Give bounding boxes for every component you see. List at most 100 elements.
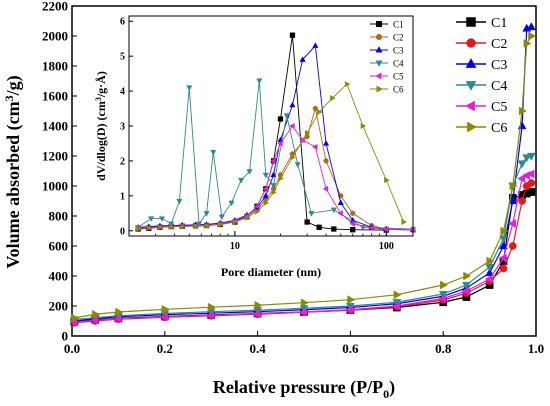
main-point-C3 bbox=[526, 22, 536, 31]
main-point-C2 bbox=[508, 242, 517, 250]
main-point-C2 bbox=[527, 179, 536, 187]
inset-point-C6 bbox=[157, 224, 164, 231]
inset-point-C1 bbox=[331, 226, 337, 232]
inset-x-tick-label: 100 bbox=[379, 241, 394, 252]
main-point-C6 bbox=[518, 106, 527, 116]
inset-point-C5 bbox=[262, 185, 268, 192]
inset-point-C3 bbox=[299, 56, 306, 62]
main-point-C4 bbox=[485, 263, 494, 272]
inset-legend-item-C2: C2 bbox=[370, 33, 404, 43]
inset-point-C6 bbox=[316, 108, 323, 116]
inset-point-C4 bbox=[330, 207, 337, 214]
inset-point-C3 bbox=[337, 199, 344, 205]
main-x-axis-title: Relative pressure (P/P0) bbox=[213, 377, 395, 401]
inset-point-C6 bbox=[180, 223, 186, 230]
main-point-C5 bbox=[159, 312, 168, 322]
main-point-C6 bbox=[71, 313, 80, 323]
inset-legend-item-C5: C5 bbox=[370, 72, 404, 82]
inset-y-tick-label: 1 bbox=[120, 191, 125, 202]
inset-y-tick-label: 0 bbox=[120, 226, 125, 237]
inset-point-C4 bbox=[158, 216, 166, 222]
main-x-tick-label: 0.0 bbox=[64, 341, 80, 356]
inset-y-axis-title: dV/dlog(D) (cm3/g·Å) bbox=[94, 71, 108, 181]
main-legend-marker bbox=[465, 81, 477, 91]
inset-legend-item-C6: C6 bbox=[370, 85, 404, 95]
inset-point-C3 bbox=[322, 140, 330, 146]
main-point-C6 bbox=[393, 290, 402, 300]
main-point-C6 bbox=[208, 302, 217, 312]
inset-point-C4 bbox=[148, 216, 155, 222]
main-point-C4 bbox=[526, 152, 536, 161]
inset-point-C6 bbox=[193, 223, 199, 230]
inset-point-C4 bbox=[238, 177, 245, 184]
inset-point-C1 bbox=[289, 32, 296, 38]
main-point-C6 bbox=[347, 295, 356, 305]
main-point-C4 bbox=[462, 281, 471, 290]
inset-point-C3 bbox=[312, 42, 319, 48]
main-x-tick-label: 0.6 bbox=[342, 341, 359, 356]
main-y-tick-label: 400 bbox=[49, 269, 69, 284]
inset-point-C6 bbox=[263, 199, 270, 206]
inset-point-C6 bbox=[330, 95, 336, 102]
inset-legend-item-C4: C4 bbox=[370, 59, 404, 69]
inset-point-C4 bbox=[228, 200, 235, 207]
main-point-C6 bbox=[486, 256, 495, 266]
main-legend-item-C4: C4 bbox=[456, 79, 507, 94]
inset-point-C4 bbox=[246, 169, 253, 175]
inset-point-C3 bbox=[270, 171, 277, 178]
main-point-C5 bbox=[484, 274, 493, 284]
main-y-axis-title: Volume absorbed (cm3/g) bbox=[2, 75, 24, 268]
inset-point-C5 bbox=[311, 143, 318, 151]
inset-point-C5 bbox=[349, 220, 355, 227]
main-y-tick-label: 1000 bbox=[42, 179, 68, 194]
main-point-C5 bbox=[299, 307, 308, 317]
main-y-tick-label: 2200 bbox=[42, 0, 68, 14]
inset-point-C4 bbox=[308, 211, 315, 217]
inset-point-C3 bbox=[262, 192, 269, 199]
main-legend-label: C2 bbox=[491, 37, 507, 52]
main-y-tick-label: 1600 bbox=[42, 89, 68, 104]
main-point-C6 bbox=[500, 226, 509, 236]
main-y-tick-label: 800 bbox=[49, 209, 69, 224]
main-legend-item-C1: C1 bbox=[456, 16, 507, 31]
main-point-C6 bbox=[523, 39, 532, 48]
main-y-tick-label: 2000 bbox=[42, 29, 68, 44]
main-point-C4 bbox=[438, 290, 448, 299]
inset-point-C5 bbox=[270, 157, 276, 164]
inset-point-C6 bbox=[169, 223, 175, 230]
main-legend-label: C1 bbox=[491, 16, 507, 31]
main-point-C4 bbox=[517, 160, 527, 169]
inset-legend-marker bbox=[376, 85, 383, 93]
inset-point-C6 bbox=[278, 175, 284, 182]
inset-point-C3 bbox=[289, 101, 296, 108]
inset-y-tick-label: 2 bbox=[120, 156, 125, 167]
main-point-C5 bbox=[391, 301, 400, 311]
inset-legend-marker bbox=[375, 33, 383, 41]
main-legend-marker bbox=[465, 58, 477, 68]
main-series-group bbox=[69, 22, 537, 327]
main-point-C4 bbox=[522, 154, 532, 163]
inset-point-C6 bbox=[401, 218, 407, 226]
main-point-C3 bbox=[499, 241, 508, 250]
main-series-C5 bbox=[69, 169, 535, 327]
inset-point-C4 bbox=[195, 221, 203, 228]
main-point-C3 bbox=[517, 121, 527, 130]
main-point-C6 bbox=[463, 271, 472, 281]
inset-point-C5 bbox=[277, 140, 283, 147]
inset-point-C6 bbox=[344, 81, 351, 88]
main-plot-frame bbox=[71, 5, 537, 337]
main-legend-item-C3: C3 bbox=[456, 58, 507, 73]
inset-point-C5 bbox=[368, 224, 374, 232]
inset-y-tick-label: 6 bbox=[120, 17, 125, 28]
main-point-C4 bbox=[499, 235, 508, 244]
inset-legend-marker bbox=[375, 60, 383, 67]
inset-point-C6 bbox=[304, 129, 311, 137]
main-point-C2 bbox=[499, 264, 508, 273]
inset-series-C6 bbox=[136, 81, 407, 232]
inset-legend-marker bbox=[375, 72, 382, 80]
inset-point-C4 bbox=[270, 183, 277, 189]
main-x-tick-label: 0.4 bbox=[249, 341, 266, 356]
main-x-tick-label: 0.2 bbox=[157, 341, 173, 356]
inset-legend-marker bbox=[375, 20, 383, 28]
